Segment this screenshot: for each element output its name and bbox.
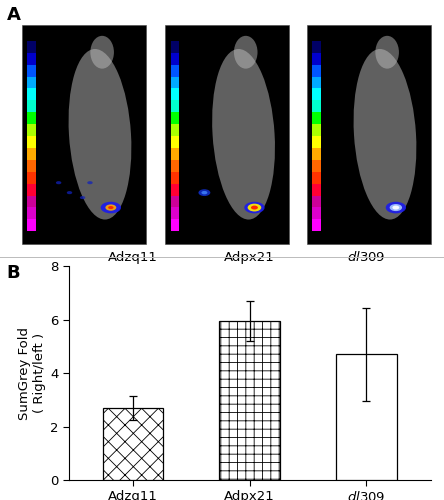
Ellipse shape (353, 49, 416, 219)
Bar (27, 148, 36, 160)
Bar (27, 196, 36, 207)
Bar (312, 88, 321, 101)
Bar (312, 112, 321, 124)
Circle shape (80, 196, 85, 199)
Bar (27, 112, 36, 124)
Bar (170, 196, 179, 207)
Bar (170, 136, 179, 148)
Text: Adpx21: Adpx21 (224, 250, 275, 264)
Bar (312, 172, 321, 183)
Circle shape (202, 191, 207, 194)
Bar (170, 64, 179, 76)
Ellipse shape (68, 49, 131, 219)
Bar (312, 136, 321, 148)
Circle shape (56, 181, 61, 184)
Bar (170, 160, 179, 172)
Bar (22, 25, 146, 244)
Bar (27, 124, 36, 136)
Bar (27, 160, 36, 172)
Bar (170, 76, 179, 88)
Ellipse shape (234, 36, 258, 68)
Bar (219, 321, 280, 480)
Bar (312, 124, 321, 136)
Bar (170, 184, 179, 196)
Circle shape (390, 204, 402, 211)
Bar (27, 88, 36, 101)
Bar (312, 196, 321, 207)
Bar (27, 172, 36, 183)
Bar (312, 208, 321, 220)
Circle shape (67, 191, 72, 194)
Bar (312, 64, 321, 76)
Text: Adzq11: Adzq11 (108, 250, 158, 264)
Bar (27, 76, 36, 88)
Bar (170, 148, 179, 160)
Bar (170, 124, 179, 136)
Text: $\it{dl}$309: $\it{dl}$309 (347, 250, 386, 264)
Text: B: B (7, 264, 20, 281)
Circle shape (244, 202, 265, 213)
Bar (27, 220, 36, 231)
Ellipse shape (212, 49, 275, 219)
Bar (170, 100, 179, 112)
Bar (27, 53, 36, 64)
Bar (336, 354, 397, 480)
Bar (312, 160, 321, 172)
Bar (312, 220, 321, 231)
Bar (103, 408, 163, 480)
Bar (170, 88, 179, 101)
Circle shape (108, 206, 114, 209)
Bar (27, 208, 36, 220)
Bar (312, 148, 321, 160)
Circle shape (248, 204, 261, 212)
Ellipse shape (375, 36, 399, 68)
Bar (27, 64, 36, 76)
Bar (170, 208, 179, 220)
Bar (312, 76, 321, 88)
Bar (170, 112, 179, 124)
Bar (170, 220, 179, 231)
Circle shape (251, 206, 258, 210)
Circle shape (101, 202, 121, 213)
Circle shape (392, 206, 399, 210)
Y-axis label: SumGrey Fold
( Right/left ): SumGrey Fold ( Right/left ) (18, 326, 46, 420)
Ellipse shape (91, 36, 114, 68)
Bar (27, 100, 36, 112)
Circle shape (198, 189, 210, 196)
Circle shape (105, 204, 116, 210)
Bar (27, 41, 36, 53)
Bar (312, 100, 321, 112)
Bar (312, 184, 321, 196)
Bar (312, 53, 321, 64)
Bar (307, 25, 431, 244)
Bar (170, 53, 179, 64)
Circle shape (87, 181, 93, 184)
Bar (27, 136, 36, 148)
Bar (170, 172, 179, 183)
Bar (170, 41, 179, 53)
Text: A: A (7, 6, 20, 24)
Circle shape (386, 202, 406, 213)
Bar (27, 184, 36, 196)
Bar (312, 41, 321, 53)
Bar (166, 25, 289, 244)
